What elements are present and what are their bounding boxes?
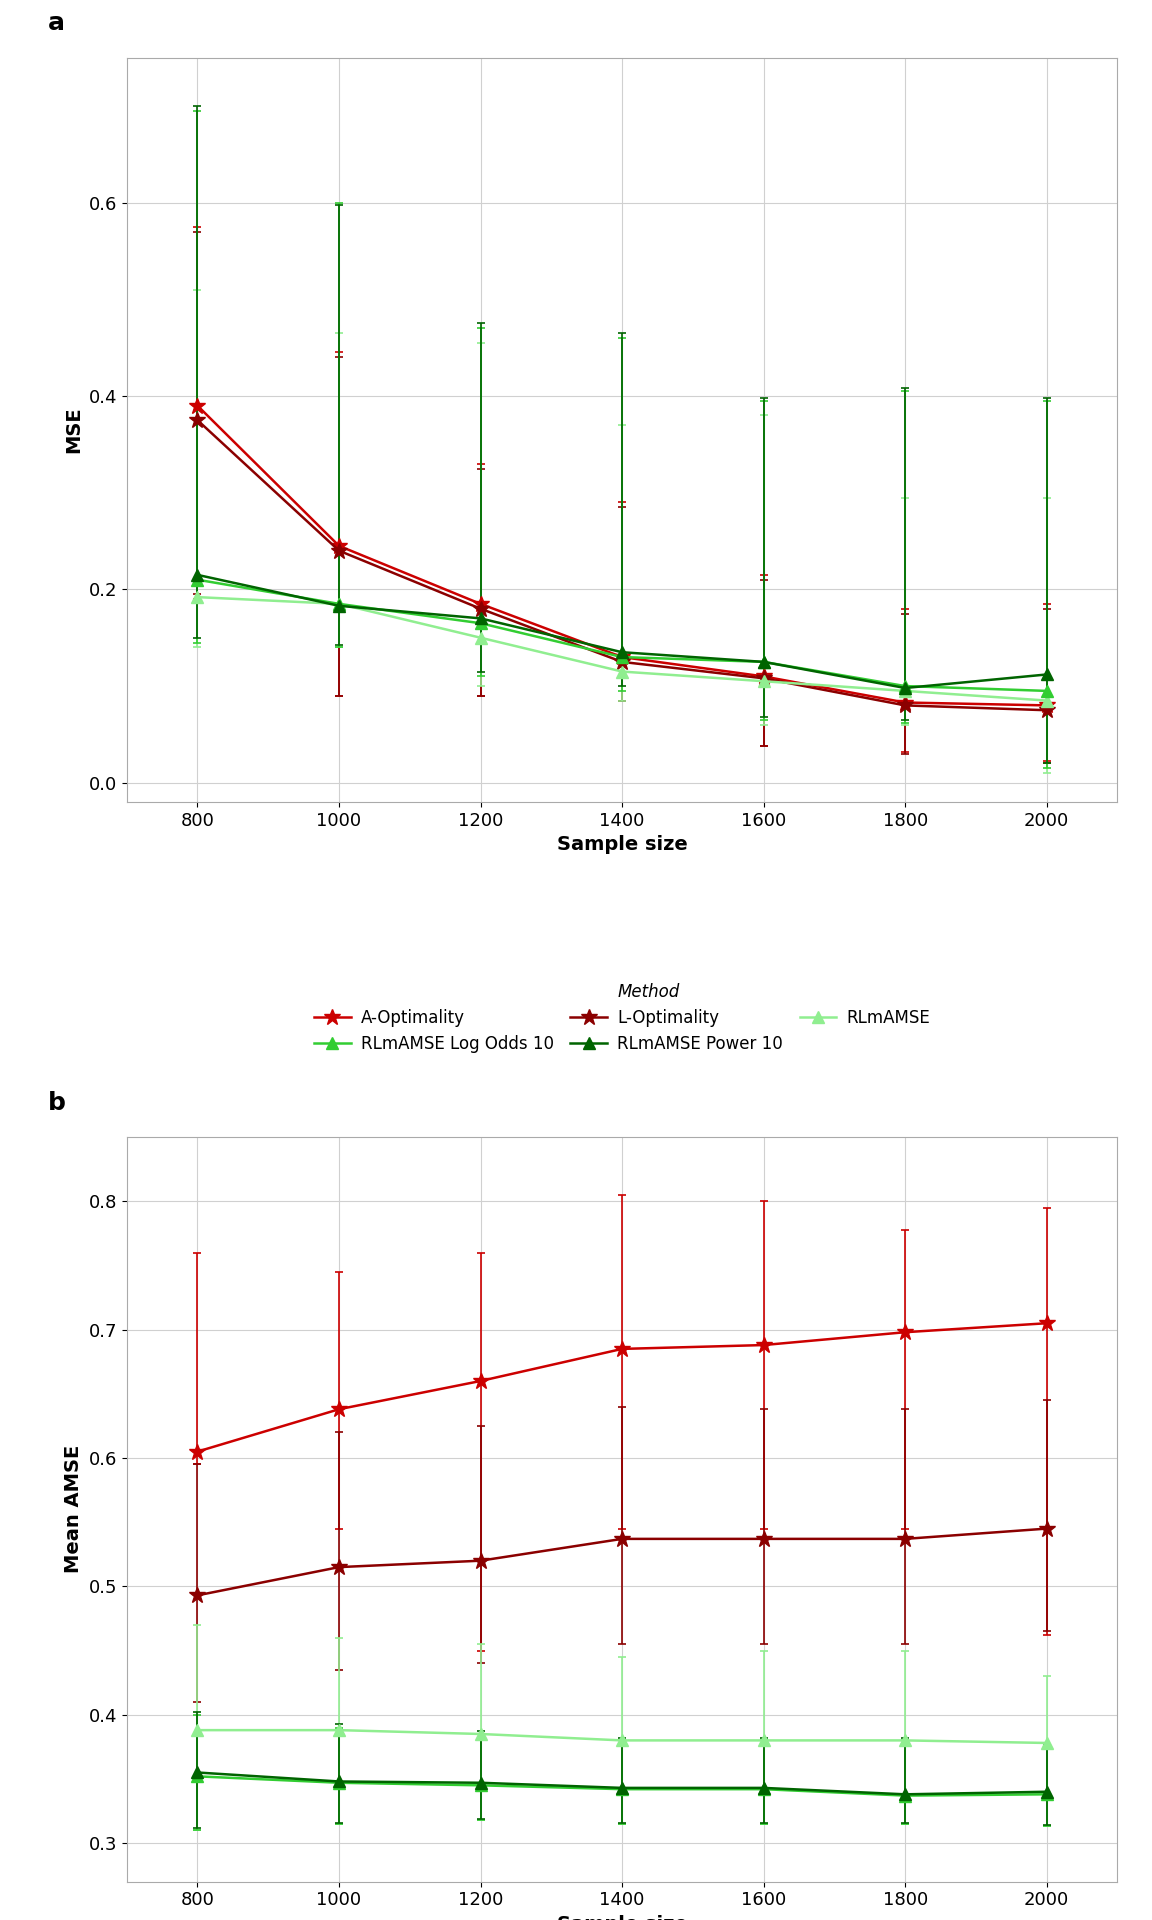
Y-axis label: Mean AMSE: Mean AMSE <box>65 1446 83 1574</box>
X-axis label: Sample size: Sample size <box>556 1914 688 1920</box>
X-axis label: Sample size: Sample size <box>556 835 688 854</box>
Text: b: b <box>47 1091 66 1116</box>
Text: a: a <box>47 12 65 35</box>
Y-axis label: MSE: MSE <box>65 407 83 453</box>
Legend: , A-Optimality, RLmAMSE Log Odds 10, Method, L-Optimality, RLmAMSE Power 10, , R: , A-Optimality, RLmAMSE Log Odds 10, Met… <box>305 973 939 1062</box>
